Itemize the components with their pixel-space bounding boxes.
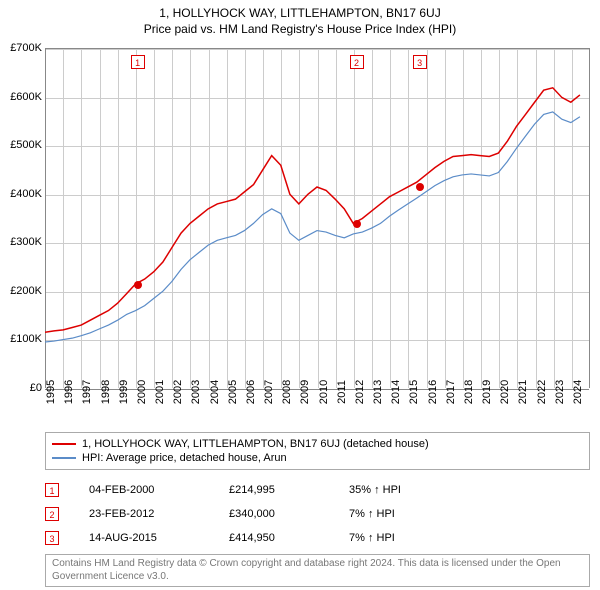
- y-axis-label: £300K: [2, 236, 42, 248]
- x-axis-label: 2016: [427, 380, 439, 404]
- sales-row: 2 23-FEB-2012 £340,000 7% ↑ HPI: [45, 502, 449, 526]
- x-axis-label: 1995: [45, 380, 57, 404]
- chart-marker: 1: [131, 55, 145, 69]
- x-axis-label: 2012: [354, 380, 366, 404]
- sales-price: £414,950: [229, 532, 349, 544]
- sale-point: [353, 220, 361, 228]
- x-axis-label: 2011: [336, 380, 348, 404]
- sales-row: 1 04-FEB-2000 £214,995 35% ↑ HPI: [45, 478, 449, 502]
- sales-date: 23-FEB-2012: [89, 508, 229, 520]
- x-axis-label: 2023: [554, 380, 566, 404]
- sales-price: £214,995: [229, 484, 349, 496]
- x-axis-label: 2001: [154, 380, 166, 404]
- plot-area: 1 2 3: [45, 48, 590, 388]
- y-axis-label: £700K: [2, 42, 42, 54]
- x-axis-label: 2015: [408, 380, 420, 404]
- x-axis-label: 2020: [499, 380, 511, 404]
- y-axis-label: £100K: [2, 333, 42, 345]
- x-axis-label: 1996: [63, 380, 75, 404]
- chart-marker: 3: [413, 55, 427, 69]
- y-axis-label: £200K: [2, 285, 42, 297]
- chart-marker: 2: [350, 55, 364, 69]
- x-axis-label: 2009: [299, 380, 311, 404]
- sales-marker: 1: [45, 483, 59, 497]
- y-axis-label: £600K: [2, 91, 42, 103]
- chart-container: 1, HOLLYHOCK WAY, LITTLEHAMPTON, BN17 6U…: [0, 0, 600, 590]
- x-axis-label: 2007: [263, 380, 275, 404]
- x-axis-label: 1998: [100, 380, 112, 404]
- y-axis-label: £500K: [2, 139, 42, 151]
- legend: 1, HOLLYHOCK WAY, LITTLEHAMPTON, BN17 6U…: [45, 432, 590, 470]
- x-axis-label: 2014: [390, 380, 402, 404]
- x-axis-label: 2024: [572, 380, 584, 404]
- sales-table: 1 04-FEB-2000 £214,995 35% ↑ HPI 2 23-FE…: [45, 478, 449, 550]
- sales-row: 3 14-AUG-2015 £414,950 7% ↑ HPI: [45, 526, 449, 550]
- x-axis-label: 2006: [245, 380, 257, 404]
- x-axis-label: 1999: [118, 380, 130, 404]
- x-axis-label: 2021: [517, 380, 529, 404]
- legend-item: 1, HOLLYHOCK WAY, LITTLEHAMPTON, BN17 6U…: [52, 437, 583, 451]
- sales-diff: 7% ↑ HPI: [349, 508, 449, 520]
- legend-swatch: [52, 443, 76, 445]
- sales-price: £340,000: [229, 508, 349, 520]
- sale-point: [416, 183, 424, 191]
- x-axis-label: 2010: [318, 380, 330, 404]
- legend-swatch: [52, 457, 76, 459]
- x-axis-label: 2018: [463, 380, 475, 404]
- sales-marker: 3: [45, 531, 59, 545]
- chart-title: 1, HOLLYHOCK WAY, LITTLEHAMPTON, BN17 6U…: [0, 0, 600, 20]
- sales-date: 14-AUG-2015: [89, 532, 229, 544]
- x-axis-label: 2022: [536, 380, 548, 404]
- x-axis-label: 2002: [172, 380, 184, 404]
- chart-subtitle: Price paid vs. HM Land Registry's House …: [0, 20, 600, 36]
- legend-label: 1, HOLLYHOCK WAY, LITTLEHAMPTON, BN17 6U…: [82, 438, 429, 450]
- x-axis-label: 2019: [481, 380, 493, 404]
- x-axis-label: 2008: [281, 380, 293, 404]
- x-axis-label: 1997: [81, 380, 93, 404]
- x-axis-label: 2004: [209, 380, 221, 404]
- legend-label: HPI: Average price, detached house, Arun: [82, 452, 287, 464]
- sales-marker: 2: [45, 507, 59, 521]
- x-axis-label: 2013: [372, 380, 384, 404]
- sales-diff: 35% ↑ HPI: [349, 484, 449, 496]
- sales-diff: 7% ↑ HPI: [349, 532, 449, 544]
- legend-item: HPI: Average price, detached house, Arun: [52, 451, 583, 465]
- x-axis-label: 2003: [190, 380, 202, 404]
- x-axis-label: 2000: [136, 380, 148, 404]
- sales-date: 04-FEB-2000: [89, 484, 229, 496]
- y-axis-label: £400K: [2, 188, 42, 200]
- x-axis-label: 2017: [445, 380, 457, 404]
- x-axis-label: 2005: [227, 380, 239, 404]
- footer-attribution: Contains HM Land Registry data © Crown c…: [45, 554, 590, 587]
- y-axis-label: £0: [2, 382, 42, 394]
- sale-point: [134, 281, 142, 289]
